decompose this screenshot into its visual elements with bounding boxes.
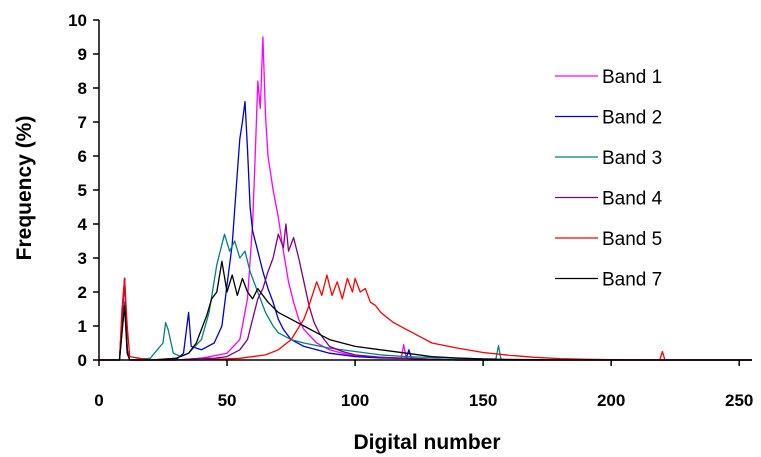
y-tick-label: 0 xyxy=(78,351,87,370)
legend-band-4-label: Band 4 xyxy=(602,189,663,210)
legend-band-3-label: Band 3 xyxy=(602,148,662,169)
y-tick-label: 1 xyxy=(78,317,87,336)
legend-band-7-label: Band 7 xyxy=(602,270,662,291)
y-tick-label: 2 xyxy=(78,283,87,302)
x-tick-label: 200 xyxy=(597,391,625,410)
y-tick-label: 10 xyxy=(68,11,87,30)
y-tick-label: 3 xyxy=(78,249,87,268)
y-tick-label: 4 xyxy=(78,215,88,234)
y-tick-label: 6 xyxy=(78,147,87,166)
x-tick-label: 250 xyxy=(725,391,753,410)
x-tick-label: 100 xyxy=(341,391,369,410)
y-tick-label: 8 xyxy=(78,79,87,98)
plot-area: 0 50 100 150 200 250 0 1 2 3 4 5 6 7 8 9 10 xyxy=(68,11,753,410)
x-tick-label: 0 xyxy=(94,391,103,410)
x-axis-ticks: 0 50 100 150 200 250 xyxy=(94,360,753,410)
x-tick-label: 150 xyxy=(469,391,497,410)
y-tick-label: 9 xyxy=(78,45,87,64)
x-tick-label: 50 xyxy=(218,391,237,410)
x-axis-title: Digital number xyxy=(353,431,500,454)
series-line-band-3 xyxy=(99,233,752,361)
legend: Band 1 Band 2 Band 3 Band 4 Band 5 Band 7 xyxy=(555,67,663,291)
legend-band-2-label: Band 2 xyxy=(602,108,662,129)
y-tick-label: 7 xyxy=(78,113,87,132)
legend-band-5-label: Band 5 xyxy=(602,229,662,250)
y-axis-title: Frequency (%) xyxy=(13,116,36,261)
y-tick-label: 5 xyxy=(78,181,87,200)
legend-band-1-label: Band 1 xyxy=(602,67,662,88)
y-axis-ticks: 0 1 2 3 4 5 6 7 8 9 10 xyxy=(68,11,99,370)
